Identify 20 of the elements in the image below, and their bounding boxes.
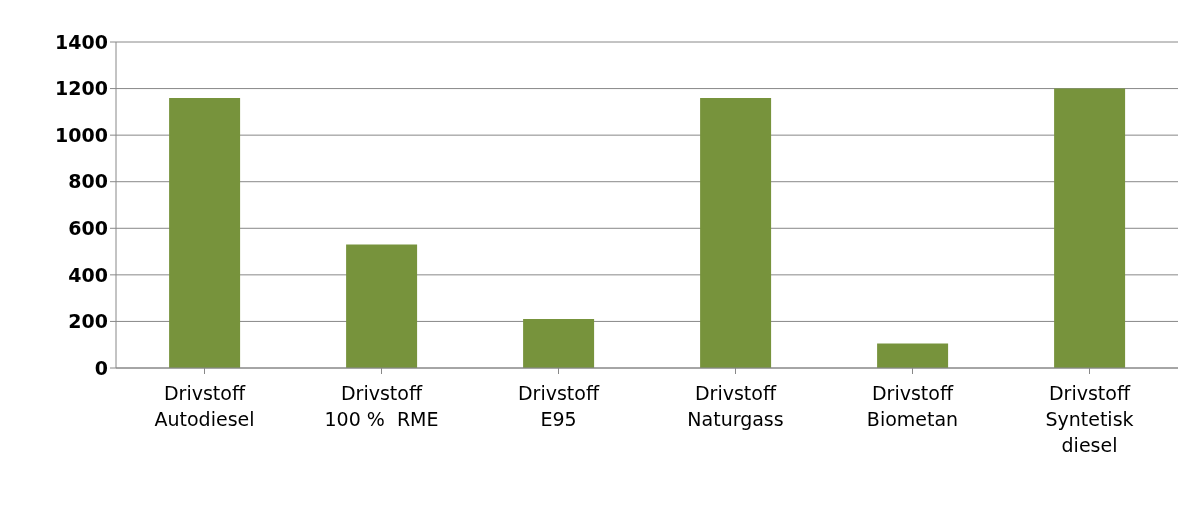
y-tick-label: 400 [68, 263, 108, 286]
bar [169, 97, 241, 368]
bar [1054, 88, 1126, 368]
x-tick-label: Drivstoff E95 [517, 382, 600, 430]
x-tick-label: Drivstoff Syntetisk diesel [1045, 382, 1134, 456]
bar [346, 244, 418, 368]
y-tick-label: 200 [68, 310, 108, 333]
x-tick-label: Drivstoff Biometan [866, 382, 959, 430]
y-tick-label: 600 [68, 217, 108, 240]
bar [877, 343, 949, 368]
bar [523, 319, 595, 368]
y-tick-label: 1400 [55, 30, 108, 53]
y-tick-label: 0 [94, 356, 108, 379]
x-tick-label: Drivstoff 100 % RME [324, 382, 439, 430]
x-tick-label: Drivstoff Naturgass [687, 382, 784, 430]
x-tick-label: Drivstoff Autodiesel [154, 382, 255, 430]
y-tick-label: 1000 [55, 123, 108, 146]
bar [700, 97, 772, 368]
y-tick-label: 1200 [55, 77, 108, 100]
y-tick-label: 800 [68, 170, 108, 193]
